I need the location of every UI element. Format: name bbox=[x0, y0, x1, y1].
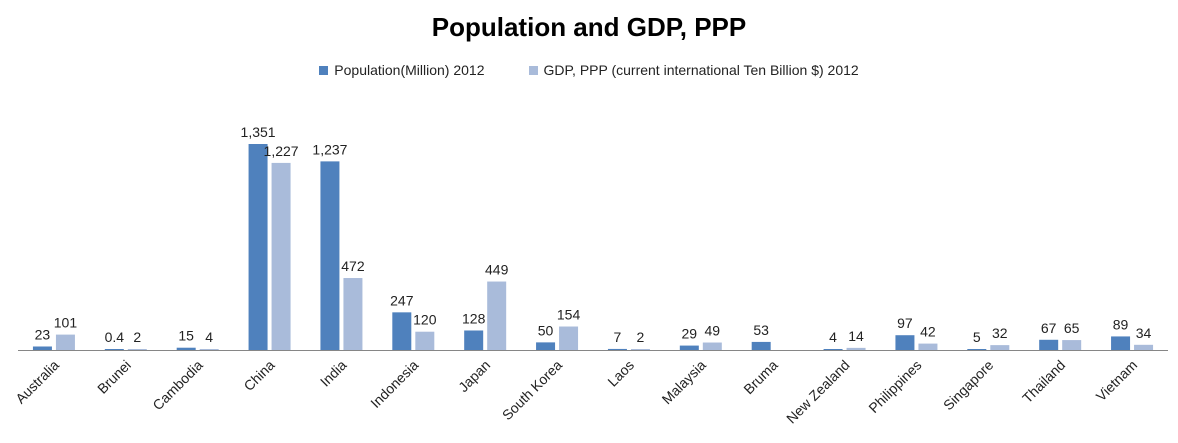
bar-population-new-zealand bbox=[823, 349, 843, 350]
data-label-gdp-singapore: 32 bbox=[992, 325, 1008, 341]
legend-label-gdp: GDP, PPP (current international Ten Bill… bbox=[543, 62, 859, 78]
x-tick-label-laos: Laos bbox=[604, 357, 637, 390]
data-label-gdp-brunei: 2 bbox=[133, 329, 141, 345]
bar-population-indonesia bbox=[392, 312, 412, 350]
bar-gdp-singapore bbox=[990, 345, 1010, 350]
chart-title: Population and GDP, PPP bbox=[431, 12, 747, 42]
x-tick-label-australia: Australia bbox=[12, 357, 62, 407]
data-label-population-new-zealand: 4 bbox=[829, 329, 837, 345]
x-tick-label-bruma: Bruma bbox=[740, 357, 781, 398]
bar-gdp-japan bbox=[487, 281, 507, 350]
data-label-gdp-cambodia: 4 bbox=[205, 329, 213, 345]
x-tick-label-malaysia: Malaysia bbox=[659, 357, 710, 408]
x-tick-label-singapore: Singapore bbox=[940, 357, 997, 414]
data-label-population-japan: 128 bbox=[462, 310, 486, 326]
bar-population-laos bbox=[607, 348, 627, 350]
data-label-population-malaysia: 29 bbox=[682, 326, 698, 342]
data-label-gdp-philippines: 42 bbox=[920, 324, 936, 340]
x-tick-label-south-korea: South Korea bbox=[499, 357, 566, 424]
bar-population-singapore bbox=[967, 349, 987, 350]
bar-gdp-australia bbox=[55, 334, 75, 350]
x-tick-label-indonesia: Indonesia bbox=[367, 357, 421, 411]
data-label-population-laos: 7 bbox=[614, 329, 622, 345]
x-tick-label-japan: Japan bbox=[455, 357, 493, 395]
legend-item-gdp: GDP, PPP (current international Ten Bill… bbox=[528, 62, 859, 78]
bar-gdp-malaysia bbox=[702, 342, 722, 350]
bar-gdp-philippines bbox=[918, 343, 938, 350]
bar-gdp-laos bbox=[630, 349, 650, 350]
bar-population-cambodia bbox=[176, 347, 196, 350]
data-label-population-thailand: 67 bbox=[1041, 320, 1057, 336]
legend: Population(Million) 2012 GDP, PPP (curre… bbox=[0, 62, 1178, 78]
bar-population-india bbox=[320, 161, 340, 350]
data-label-population-india: 1,237 bbox=[312, 141, 347, 157]
bar-population-japan bbox=[464, 330, 484, 350]
bar-population-vietnam bbox=[1111, 336, 1131, 350]
bar-gdp-cambodia bbox=[199, 349, 219, 350]
data-label-population-australia: 23 bbox=[35, 326, 51, 342]
data-label-gdp-thailand: 65 bbox=[1064, 320, 1080, 336]
data-label-gdp-australia: 101 bbox=[54, 315, 78, 331]
data-label-gdp-laos: 2 bbox=[637, 329, 645, 345]
data-label-gdp-malaysia: 49 bbox=[705, 323, 721, 339]
x-tick-label-vietnam: Vietnam bbox=[1093, 357, 1140, 404]
legend-label-population: Population(Million) 2012 bbox=[334, 62, 485, 78]
data-label-population-indonesia: 247 bbox=[390, 292, 414, 308]
data-label-population-brunei: 0.4 bbox=[105, 329, 125, 345]
data-label-population-philippines: 97 bbox=[897, 315, 913, 331]
bar-gdp-china bbox=[271, 162, 291, 350]
data-label-population-china: 1,351 bbox=[241, 124, 276, 140]
data-label-population-singapore: 5 bbox=[973, 329, 981, 345]
bar-gdp-thailand bbox=[1062, 340, 1082, 350]
data-label-gdp-japan: 449 bbox=[485, 262, 509, 278]
data-label-gdp-indonesia: 120 bbox=[413, 312, 437, 328]
bar-population-australia bbox=[32, 346, 52, 350]
data-label-population-cambodia: 15 bbox=[178, 328, 194, 344]
x-tick-label-china: China bbox=[240, 357, 277, 394]
data-label-population-bruma: 53 bbox=[753, 322, 769, 338]
x-tick-label-thailand: Thailand bbox=[1019, 357, 1068, 406]
x-tick-label-new-zealand: New Zealand bbox=[783, 357, 853, 427]
bar-population-south-korea bbox=[536, 342, 556, 350]
data-label-population-vietnam: 89 bbox=[1113, 316, 1129, 332]
data-label-gdp-new-zealand: 14 bbox=[848, 328, 864, 344]
legend-swatch-gdp bbox=[528, 65, 538, 75]
bar-population-brunei bbox=[104, 349, 124, 350]
bar-gdp-vietnam bbox=[1134, 344, 1154, 350]
x-tick-label-philippines: Philippines bbox=[865, 357, 924, 416]
bar-gdp-indonesia bbox=[415, 331, 435, 350]
bar-gdp-india bbox=[343, 278, 363, 350]
bar-population-thailand bbox=[1039, 339, 1059, 350]
bar-population-malaysia bbox=[679, 345, 699, 350]
data-label-gdp-china: 1,227 bbox=[264, 143, 299, 159]
data-label-gdp-south-korea: 154 bbox=[557, 307, 581, 323]
legend-swatch-population bbox=[319, 65, 329, 75]
bar-population-bruma bbox=[751, 341, 771, 350]
x-tick-label-india: India bbox=[317, 357, 350, 390]
bar-gdp-south-korea bbox=[559, 326, 579, 350]
bar-gdp-brunei bbox=[127, 349, 147, 350]
data-label-gdp-vietnam: 34 bbox=[1136, 325, 1152, 341]
bar-population-china bbox=[248, 144, 268, 350]
bar-population-philippines bbox=[895, 335, 915, 350]
data-label-gdp-india: 472 bbox=[341, 258, 365, 274]
x-tick-label-cambodia: Cambodia bbox=[149, 357, 206, 414]
x-tick-label-brunei: Brunei bbox=[94, 357, 134, 397]
legend-item-population: Population(Million) 2012 bbox=[319, 62, 485, 78]
bar-gdp-new-zealand bbox=[846, 347, 866, 350]
data-label-population-south-korea: 50 bbox=[538, 322, 554, 338]
